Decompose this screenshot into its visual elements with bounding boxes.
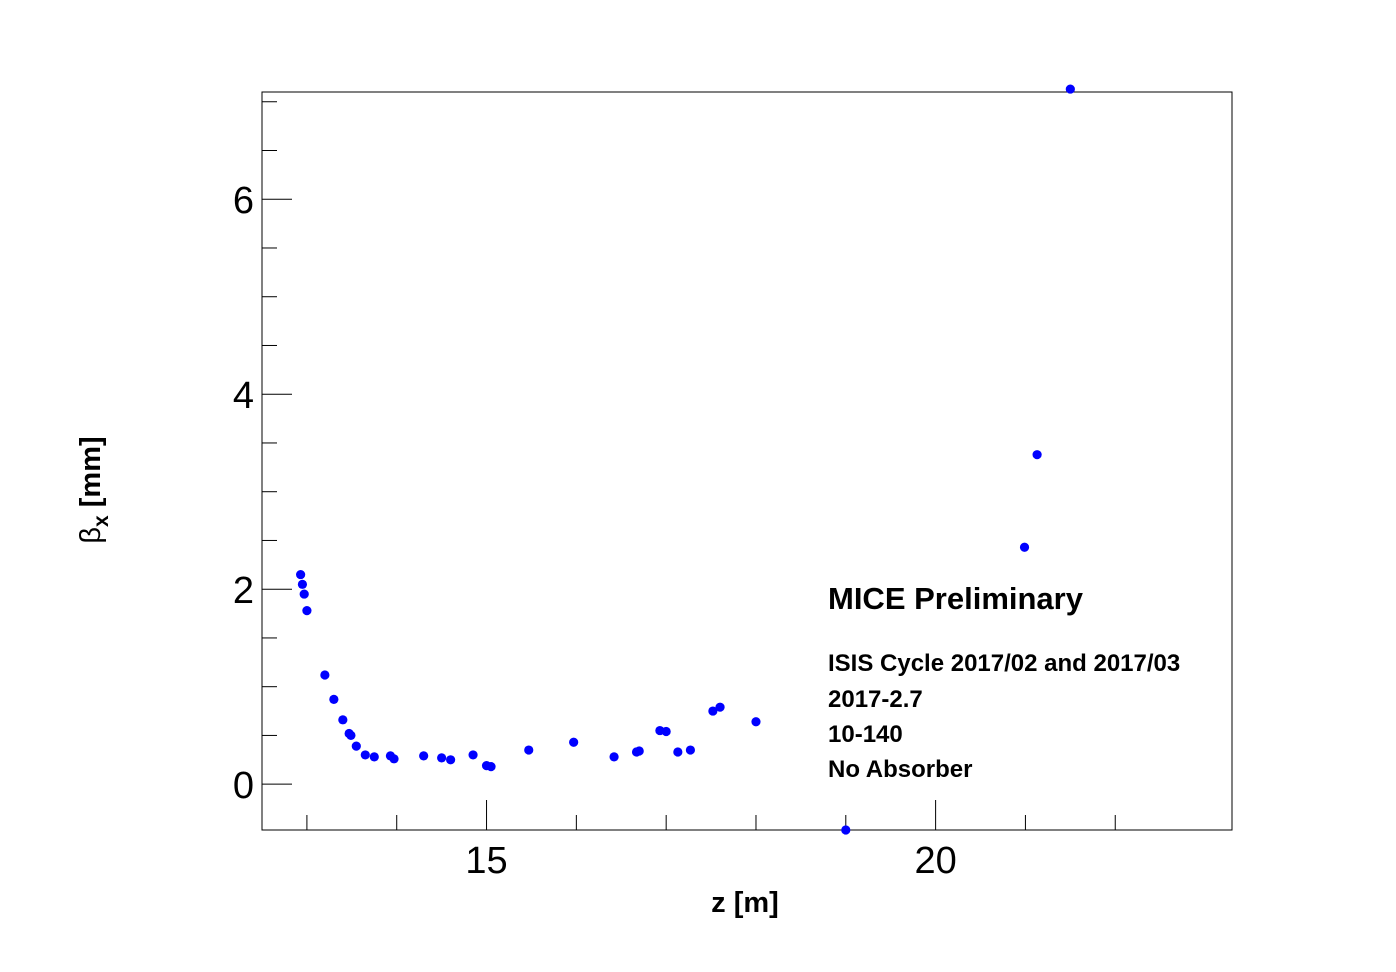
x-axis-ticks [306,800,1116,830]
data-point [1032,450,1042,460]
data-point [1019,542,1030,552]
data-point [715,702,725,712]
x-axis-label: z [m] [711,887,779,919]
annotation-line-4: No Absorber [828,756,972,783]
data-point [751,717,761,727]
y-axis-label-subscript: x [90,515,113,527]
plot-frame [261,91,1233,831]
data-point [329,694,339,704]
data-point [661,726,671,737]
y-axis-tick-labels: 0 2 4 6 [233,180,254,807]
data-point [673,747,683,757]
data-point [685,745,696,755]
data-point [302,606,312,616]
data-point [389,754,399,764]
data-point [419,751,429,761]
data-point [369,752,379,762]
data-point [841,825,851,835]
data-point [297,579,308,589]
y-axis-label-symbol: β [75,527,107,544]
y-axis-label: βx [mm] [75,436,113,543]
data-point [346,730,356,741]
x-tick-label: 20 [914,840,956,882]
y-tick-label: 0 [233,765,254,807]
data-point [320,670,330,680]
annotation-line-2: 2017-2.7 [828,686,923,713]
data-point [351,741,361,751]
data-point [486,762,496,772]
data-point [634,746,644,756]
y-axis-label-unit: [mm] [75,436,107,507]
x-axis-tick-labels: 15 20 [465,840,956,882]
data-point [609,752,619,762]
data-point [299,589,309,599]
y-tick-label: 6 [233,180,254,222]
data-point [338,715,348,725]
data-point [708,706,718,716]
data-point [1065,84,1075,94]
data-point [524,745,534,755]
data-point [468,750,478,760]
data-point [437,753,447,763]
data-point [360,750,370,760]
y-tick-label: 2 [233,570,254,612]
data-point [296,569,306,580]
y-tick-label: 4 [233,375,254,417]
annotation-line-3: 10-140 [828,721,903,748]
annotation-block: MICE Preliminary ISIS Cycle 2017/02 and … [828,581,1180,783]
y-axis-ticks [262,101,292,785]
data-points [296,84,1075,835]
annotation-headline: MICE Preliminary [828,581,1084,616]
annotation-line-1: ISIS Cycle 2017/02 and 2017/03 [828,650,1180,677]
x-tick-label: 15 [465,840,507,882]
svg-text:βx[mm]: βx [mm] [75,436,113,543]
data-point [569,737,579,747]
data-point [446,755,456,765]
